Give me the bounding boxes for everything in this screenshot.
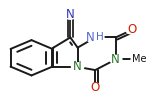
Text: N: N [86,31,94,44]
Ellipse shape [126,26,138,34]
Ellipse shape [86,32,104,43]
Ellipse shape [65,11,76,19]
Text: N: N [66,8,75,22]
Text: H: H [96,32,104,42]
Text: Me: Me [132,54,146,64]
Ellipse shape [89,83,101,91]
Ellipse shape [71,63,84,71]
Text: N: N [73,60,82,73]
Ellipse shape [110,55,122,63]
Text: O: O [127,23,136,36]
Text: N: N [111,53,120,66]
Text: O: O [91,81,100,94]
Ellipse shape [131,55,146,63]
